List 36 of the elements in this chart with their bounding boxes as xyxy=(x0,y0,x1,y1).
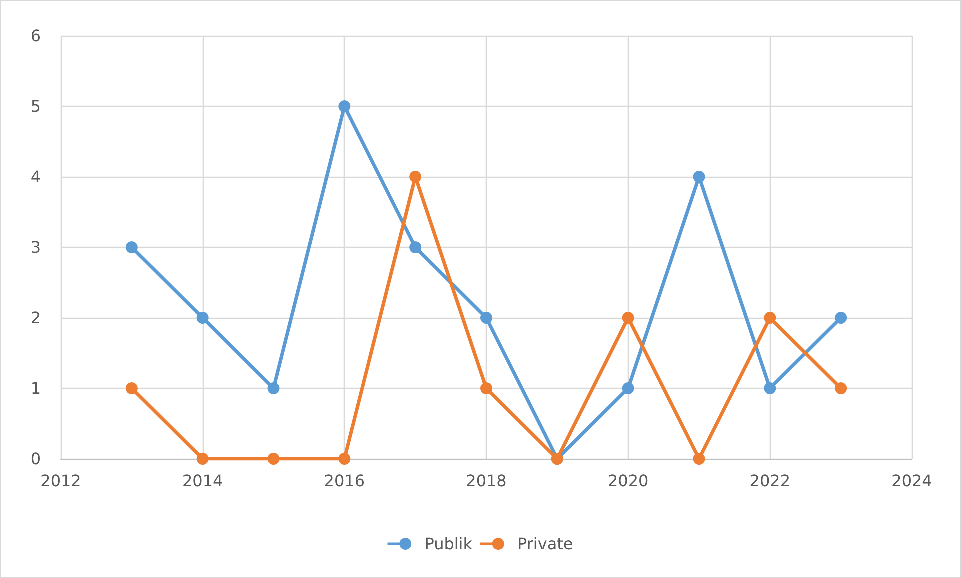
point xyxy=(196,312,209,324)
x-tick-label: 2012 xyxy=(40,472,82,490)
y-tick-label: 3 xyxy=(30,238,41,257)
x-tick-label: 2018 xyxy=(466,472,507,490)
point xyxy=(480,382,492,394)
point xyxy=(126,242,138,254)
point xyxy=(693,171,706,183)
y-tick-label: 4 xyxy=(30,168,41,186)
point xyxy=(622,312,634,324)
y-tick-label: 1 xyxy=(30,379,41,398)
x-tick-label: 2016 xyxy=(324,472,366,490)
legend-label: Publik xyxy=(424,534,474,554)
legend-label: Private xyxy=(517,534,574,554)
y-tick-label: 6 xyxy=(30,26,41,46)
x-tick-label: 2014 xyxy=(182,472,224,490)
point xyxy=(126,382,138,394)
y-tick-label: 5 xyxy=(30,97,41,116)
x-tick-label: 2022 xyxy=(750,472,791,490)
point xyxy=(410,171,422,183)
point xyxy=(268,382,280,394)
point xyxy=(480,312,492,324)
x-tick-label: 2024 xyxy=(892,472,932,490)
y-tick-label: 2 xyxy=(30,308,41,328)
point xyxy=(196,453,209,465)
point xyxy=(338,453,351,465)
point xyxy=(764,382,776,394)
point xyxy=(410,242,422,254)
point xyxy=(693,453,706,465)
point xyxy=(268,453,280,465)
point xyxy=(835,312,848,324)
point xyxy=(764,312,776,324)
point xyxy=(622,382,634,394)
y-tick-label: 0 xyxy=(30,450,41,468)
x-tick-label: 2020 xyxy=(608,472,649,490)
point xyxy=(338,100,351,112)
point xyxy=(835,382,848,394)
